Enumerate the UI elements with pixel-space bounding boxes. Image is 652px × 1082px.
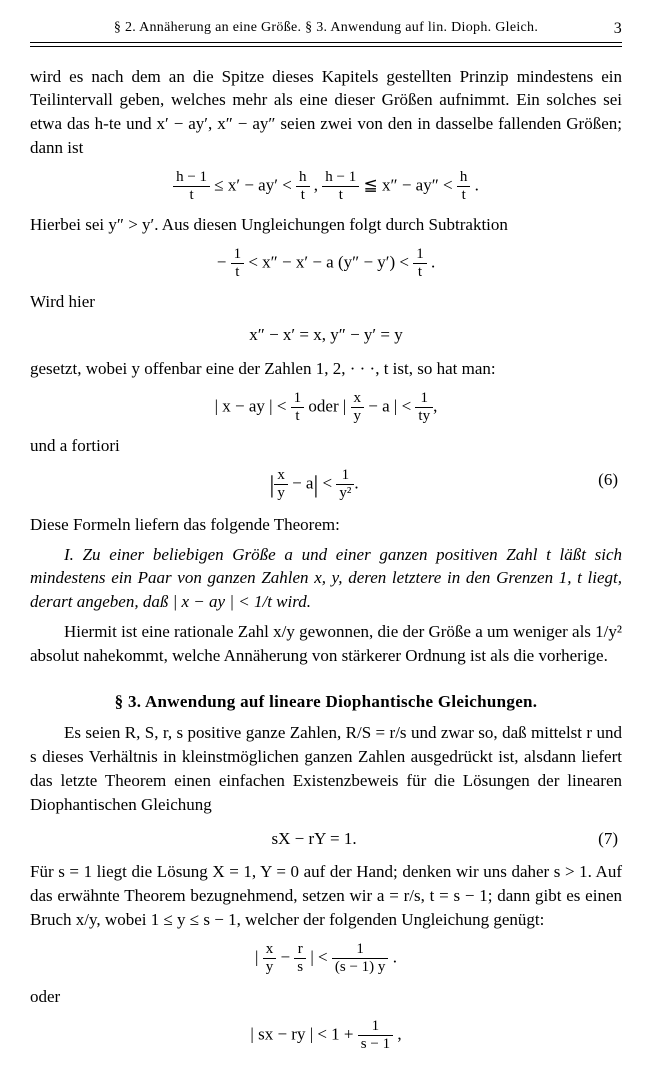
paragraph-9: Für s = 1 liegt die Lösung X = 1, Y = 0 …	[30, 860, 622, 931]
equation-1: h − 1t ≤ x′ − ay′ < ht , h − 1t ≦ x″ − a…	[30, 170, 622, 203]
equation-5: |xy − a| < 1y². (6)	[30, 468, 622, 503]
paragraph-4: gesetzt, wobei y offenbar eine der Zahle…	[30, 357, 622, 381]
equation-7: | xy − rs | < 1(s − 1) y .	[30, 942, 622, 975]
paragraph-7: Hiermit ist eine rationale Zahl x/y gewo…	[30, 620, 622, 668]
paragraph-5: und a fortiori	[30, 434, 622, 458]
equation-6: sX − rY = 1. (7)	[30, 827, 622, 851]
paragraph-8: Es seien R, S, r, s positive ganze Zahle…	[30, 721, 622, 816]
page-number: 3	[614, 18, 622, 40]
equation-2: − 1t < x″ − x′ − a (y″ − y′) < 1t .	[30, 247, 622, 280]
equation-number-6: (6)	[598, 468, 618, 492]
header-text: § 2. Annäherung an eine Größe. § 3. Anwe…	[114, 20, 538, 35]
equation-3: x″ − x′ = x, y″ − y′ = y	[30, 323, 622, 347]
paragraph-10: oder	[30, 985, 622, 1009]
equation-number-7: (7)	[598, 827, 618, 851]
theorem-1: I. Zu einer beliebigen Größe a und einer…	[30, 543, 622, 614]
header-rule	[30, 42, 622, 47]
paragraph-2: Hierbei sei y″ > y′. Aus diesen Ungleich…	[30, 213, 622, 237]
equation-8: | sx − ry | < 1 + 1s − 1 ,	[30, 1019, 622, 1052]
paragraph-1: wird es nach dem an die Spitze dieses Ka…	[30, 65, 622, 160]
paragraph-3: Wird hier	[30, 290, 622, 314]
paragraph-6: Diese Formeln liefern das folgende Theor…	[30, 513, 622, 537]
section-3-title: § 3. Anwendung auf lineare Diophantische…	[30, 690, 622, 714]
page-header: § 2. Annäherung an eine Größe. § 3. Anwe…	[30, 18, 622, 38]
equation-4: | x − ay | < 1t oder | xy − a | < 1ty,	[30, 391, 622, 424]
